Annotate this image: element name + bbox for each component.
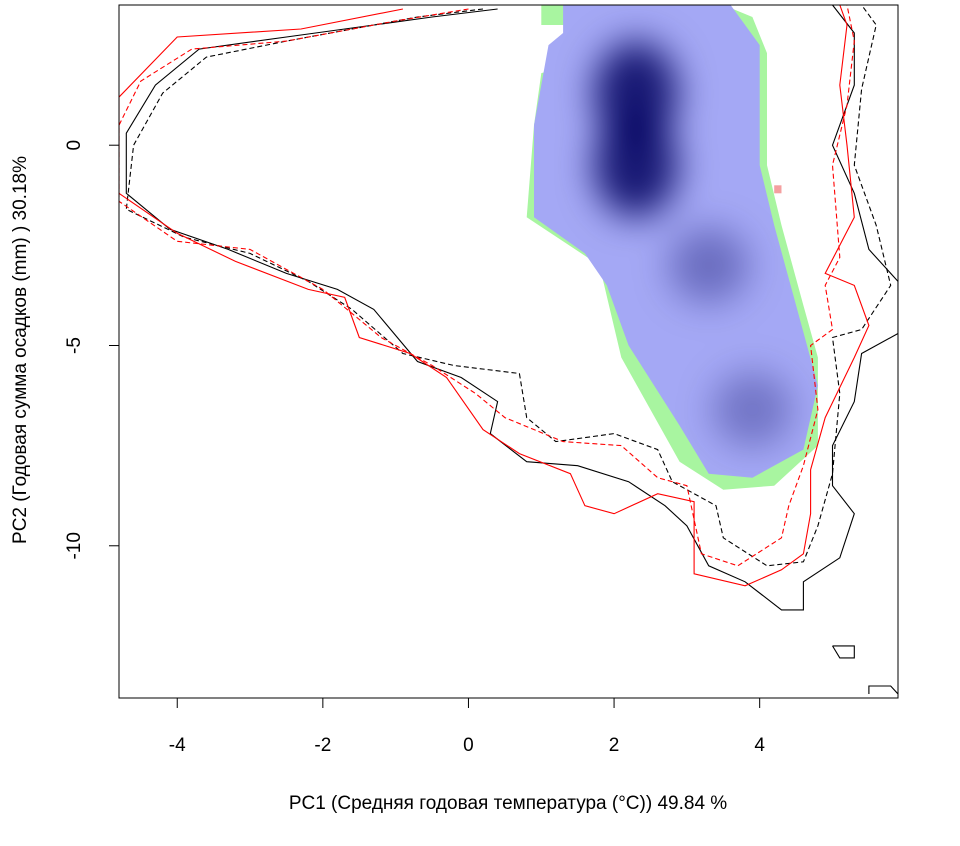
contour-line [868, 685, 898, 695]
pink-marks [774, 185, 782, 194]
density-peak [593, 41, 678, 146]
x-tick-label: -2 [314, 735, 331, 756]
x-axis: -4 -2 0 2 4 [169, 697, 765, 756]
y-tick-label: 0 [64, 140, 85, 151]
contour-line [125, 5, 898, 611]
contour-line [832, 645, 855, 659]
density-peaks [593, 41, 793, 448]
y-tick-label: -5 [64, 337, 85, 354]
plot-area [119, 5, 898, 695]
density-peak [593, 113, 678, 218]
x-tick-label: 0 [463, 735, 474, 756]
density-peak [712, 371, 793, 448]
x-tick-label: -4 [169, 735, 186, 756]
contour-line [119, 5, 855, 567]
density-peak [668, 227, 749, 304]
y-tick-label: -10 [64, 532, 85, 559]
y-axis: 0 -5 -10 [64, 140, 120, 560]
contour-line [119, 5, 870, 587]
x-tick-label: 4 [754, 735, 765, 756]
y-axis-title: PC2 (Годовая сумма осадков (mm) ) 30.18% [10, 156, 31, 544]
x-axis-title: PC1 (Средняя годовая температура (°C)) 4… [289, 793, 727, 814]
contour-line [125, 5, 892, 567]
x-tick-label: 2 [609, 735, 620, 756]
